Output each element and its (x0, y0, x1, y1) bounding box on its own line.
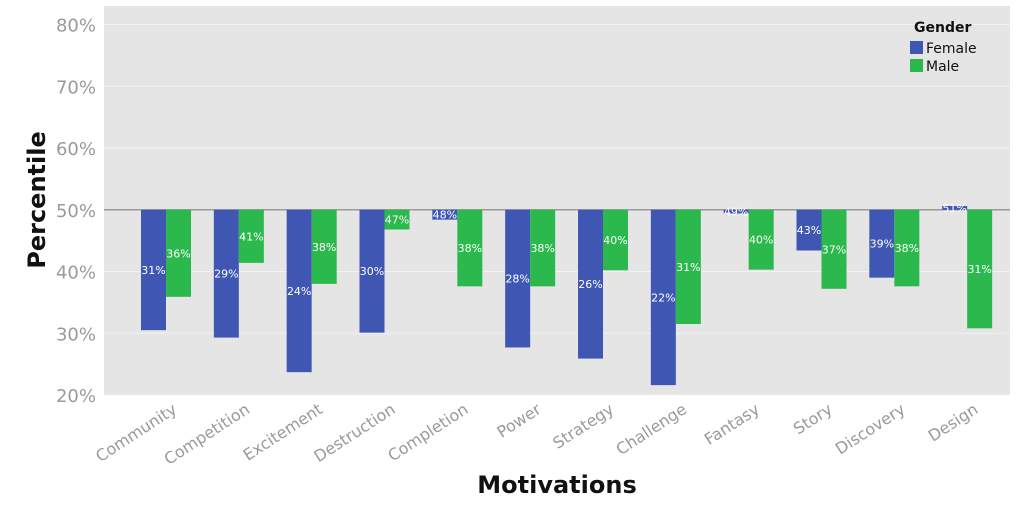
bar-female (432, 209, 458, 220)
data-label: 40% (603, 234, 627, 247)
x-axis-ticks: CommunityCompetitionExcitementDestructio… (92, 399, 981, 468)
data-label: 38% (312, 241, 336, 254)
data-label: 40% (749, 234, 773, 247)
bar-female (505, 209, 531, 348)
bar-female (869, 209, 895, 278)
bars: 31%36%29%41%24%38%30%47% 48%38%28%38%26%4… (141, 202, 993, 386)
bar-male (675, 209, 701, 324)
bar-female (723, 209, 749, 214)
bar-male (603, 209, 628, 271)
data-label: 48% (433, 209, 457, 222)
data-label: 22% (651, 291, 675, 304)
x-tick-label: Power (493, 399, 544, 442)
y-tick-label: 80% (56, 16, 96, 37)
data-label: 41% (239, 230, 263, 243)
bar-female (359, 209, 385, 333)
plot-background (104, 6, 1010, 395)
data-label: 38% (895, 242, 919, 255)
x-tick-label: Discovery (832, 399, 909, 458)
data-label: 51% (942, 202, 966, 215)
bar-male (821, 209, 847, 289)
bar-female (141, 209, 166, 331)
x-tick-label: Story (790, 399, 836, 438)
bar-male (530, 209, 556, 287)
data-label: 26% (578, 278, 602, 291)
bar-female (650, 209, 676, 386)
y-tick-label: 20% (56, 386, 96, 407)
bar-female (286, 209, 312, 373)
bar-female (942, 206, 968, 210)
bar-male (967, 209, 993, 329)
data-label: 47% (385, 214, 409, 227)
x-tick-label: Destruction (310, 399, 398, 466)
x-tick-label: Challenge (613, 399, 690, 459)
data-label: 29% (214, 268, 238, 281)
data-label: 24% (287, 285, 311, 298)
data-label: 31% (967, 263, 991, 276)
data-label: 37% (822, 243, 846, 256)
y-tick-label: 30% (56, 324, 96, 345)
y-tick-label: 50% (56, 201, 96, 222)
x-axis-title: Motivations (477, 471, 636, 499)
x-tick-label: Design (925, 399, 982, 445)
data-label: 38% (530, 242, 554, 255)
legend-swatch-female (910, 41, 923, 54)
y-tick-label: 70% (56, 77, 96, 98)
bar-male (457, 209, 483, 287)
bar-male (311, 209, 337, 284)
bar-male (748, 209, 774, 270)
legend-label-female: Female (926, 41, 977, 57)
data-label: 31% (141, 264, 165, 277)
data-label: 31% (676, 261, 700, 274)
y-axis-ticks: 20% 30% 40% 50% 60% 70% 80% (56, 16, 96, 407)
bar-female (796, 209, 822, 251)
y-tick-label: 40% (56, 263, 96, 284)
data-label: 43% (797, 224, 821, 237)
x-tick-label: Fantasy (701, 399, 763, 448)
data-label: 49% (724, 206, 748, 219)
y-tick-label: 60% (56, 139, 96, 160)
legend-title: Gender (914, 20, 971, 36)
bar-male (894, 209, 920, 287)
data-label: 28% (505, 273, 529, 286)
legend-swatch-male (910, 59, 923, 72)
data-label: 39% (870, 238, 894, 251)
bar-male (238, 209, 264, 263)
x-tick-label: Completion (384, 399, 471, 465)
bar-female (213, 209, 239, 338)
y-axis-title: Percentile (23, 131, 51, 269)
bar-female (578, 209, 603, 359)
legend: Gender Female Male (910, 20, 977, 75)
bar-male (384, 209, 410, 230)
x-tick-label: Strategy (549, 399, 617, 452)
legend-label-male: Male (926, 59, 959, 75)
data-label: 38% (458, 242, 482, 255)
data-label: 36% (166, 247, 190, 260)
bar-male (166, 209, 191, 297)
data-label: 30% (360, 265, 384, 278)
